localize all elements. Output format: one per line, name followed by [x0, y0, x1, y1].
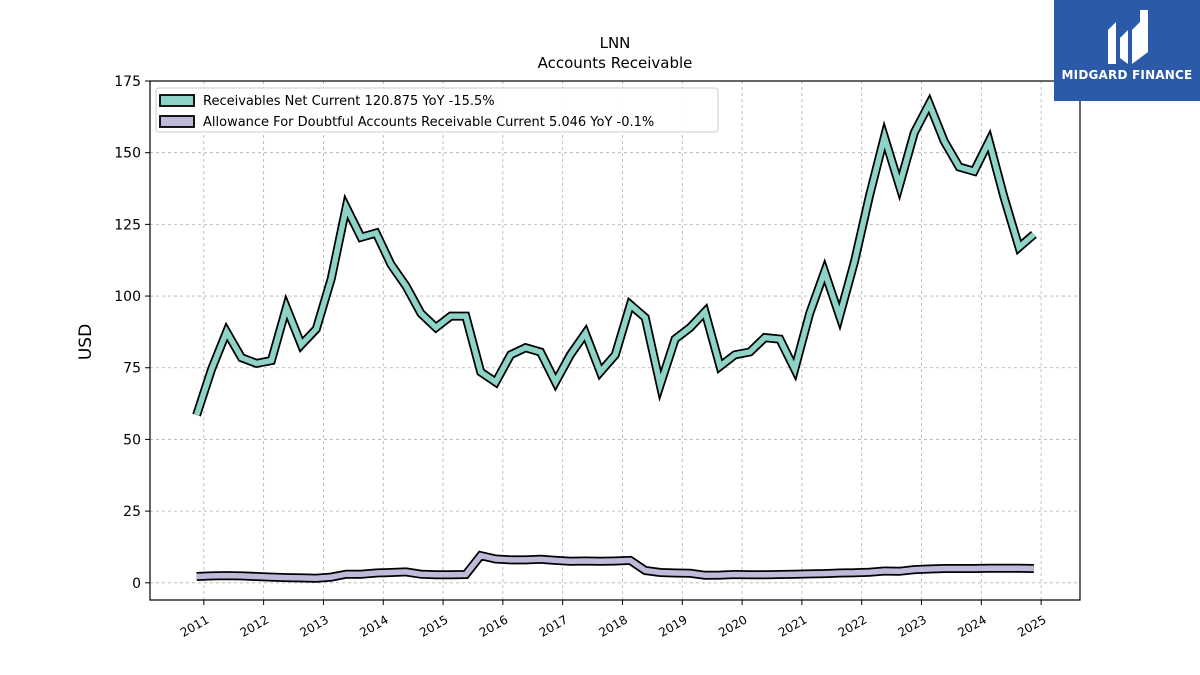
- chart-title: LNN: [600, 34, 631, 52]
- receivables-net-current-line: [193, 97, 1036, 416]
- midgard-finance-logo: MIDGARD FINANCE: [1054, 0, 1200, 101]
- y-tick-label: 125: [114, 217, 141, 233]
- midgard-logo-icon: [1108, 10, 1148, 64]
- legend: Receivables Net Current 120.875 YoY -15.…: [155, 87, 719, 133]
- x-tick-label: 2013: [297, 612, 330, 639]
- chart-subtitle: Accounts Receivable: [538, 54, 693, 72]
- y-axis-label: USD: [76, 324, 96, 360]
- y-tick-label: 175: [114, 74, 141, 90]
- y-tick-label: 25: [123, 504, 141, 520]
- x-tick-label: 2016: [477, 612, 510, 639]
- x-tick-label: 2023: [896, 612, 929, 639]
- x-tick-label: 2011: [178, 612, 211, 639]
- series-lines: [192, 93, 1037, 583]
- plot-frame: [149, 80, 1081, 601]
- y-tick-label: 50: [123, 432, 141, 448]
- x-tick-label: 2017: [537, 612, 570, 639]
- x-tick-label: 2019: [656, 612, 689, 639]
- allowance-doubtful-accounts-line: [196, 552, 1034, 581]
- x-tick-label: 2022: [836, 612, 869, 639]
- x-tick-label: 2021: [776, 612, 809, 639]
- legend-label-allowance: Allowance For Doubtful Accounts Receivab…: [203, 115, 654, 130]
- legend-label-receivables: Receivables Net Current 120.875 YoY -15.…: [203, 94, 495, 109]
- x-tick-label: 2018: [597, 612, 630, 639]
- y-tick-label: 0: [132, 576, 141, 592]
- x-tick-label: 2025: [1015, 612, 1048, 639]
- y-tick-label: 150: [114, 146, 141, 162]
- x-tick-label: 2014: [357, 612, 390, 639]
- x-tick-label: 2012: [238, 612, 271, 639]
- legend-swatch-receivables: [159, 94, 195, 107]
- x-tick-label: 2020: [716, 612, 749, 639]
- y-tick-label: 75: [123, 361, 141, 377]
- legend-box: [155, 87, 719, 133]
- x-tick-label: 2015: [417, 612, 450, 639]
- logo-text: MIDGARD FINANCE: [1061, 68, 1193, 82]
- legend-swatch-allowance: [159, 115, 195, 128]
- y-tick-label: 100: [114, 289, 141, 305]
- x-tick-label: 2024: [955, 612, 988, 639]
